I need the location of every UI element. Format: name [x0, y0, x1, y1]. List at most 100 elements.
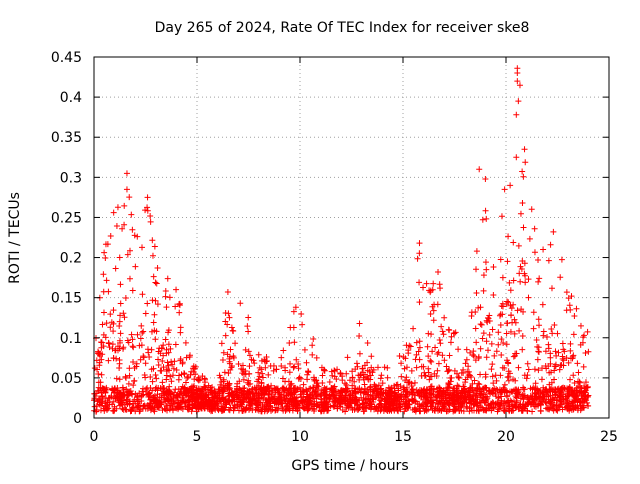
data-point-2872 — [271, 393, 278, 400]
data-point-3052 — [120, 345, 127, 352]
data-point-896 — [520, 224, 527, 231]
data-point-1696 — [98, 371, 105, 378]
data-point-2613 — [114, 347, 121, 354]
data-point-1969 — [430, 307, 437, 314]
data-point-3137 — [401, 408, 408, 415]
data-point-2804 — [552, 386, 559, 393]
data-point-1795 — [221, 369, 228, 376]
data-point-828 — [428, 358, 435, 365]
data-point-3185 — [152, 336, 159, 343]
data-point-2680 — [105, 357, 112, 364]
y-tick-label-6: 0.3 — [60, 170, 82, 186]
data-point-699 — [479, 216, 486, 223]
data-point-2912 — [440, 387, 447, 394]
data-point-3117 — [253, 384, 260, 391]
data-point-2453 — [170, 398, 177, 405]
data-point-772 — [150, 365, 157, 372]
data-point-2079 — [464, 374, 471, 381]
data-point-1972 — [165, 386, 172, 393]
data-point-95 — [577, 322, 584, 329]
data-point-3220 — [550, 228, 557, 235]
data-point-2886 — [550, 401, 557, 408]
data-point-3007 — [226, 380, 233, 387]
data-point-2573 — [560, 346, 567, 353]
data-point-3162 — [542, 362, 549, 369]
data-point-1500 — [526, 235, 533, 242]
data-point-3091 — [239, 407, 246, 414]
data-point-2959 — [91, 403, 98, 410]
data-point-3219 — [540, 246, 547, 253]
data-point-2990 — [519, 346, 526, 353]
data-point-2208 — [295, 375, 302, 382]
data-point-1601 — [525, 276, 532, 283]
data-point-831 — [130, 344, 137, 351]
data-point-2836 — [212, 393, 219, 400]
data-point-357 — [153, 280, 160, 287]
data-point-1522 — [504, 357, 511, 364]
data-point-2653 — [157, 401, 164, 408]
data-point-2105 — [140, 328, 147, 335]
data-point-3214 — [515, 98, 522, 105]
data-point-2991 — [119, 405, 126, 412]
data-point-2782 — [207, 388, 214, 395]
data-point-970 — [216, 372, 223, 379]
data-point-1005 — [416, 356, 423, 363]
axis-ticks: 0 5 10 15 20 25 0 0.05 0.1 0.15 0.2 0.25 0.3 0.35 0.4 0… — [51, 50, 618, 445]
data-point-2440 — [108, 319, 115, 326]
data-point-2887 — [510, 387, 517, 394]
data-point-1948 — [543, 405, 550, 412]
data-point-105 — [134, 233, 141, 240]
data-point-2854 — [402, 355, 409, 362]
data-point-2304 — [543, 400, 550, 407]
data-point-2084 — [425, 353, 432, 360]
data-point-2798 — [278, 354, 285, 361]
data-point-2688 — [118, 401, 125, 408]
data-point-1460 — [525, 294, 532, 301]
data-point-3190 — [154, 398, 161, 405]
data-point-2679 — [297, 388, 304, 395]
data-point-2969 — [201, 383, 208, 390]
data-point-1688 — [504, 374, 511, 381]
data-point-905 — [222, 332, 229, 339]
data-point-1890 — [229, 327, 236, 334]
data-point-2634 — [276, 399, 283, 406]
data-point-2783 — [158, 367, 165, 374]
data-point-1988 — [130, 382, 137, 389]
data-point-3161 — [110, 328, 117, 335]
data-point-733 — [153, 375, 160, 382]
data-point-2904 — [551, 363, 558, 370]
data-point-3183 — [416, 407, 423, 414]
data-point-1991 — [368, 353, 375, 360]
data-point-2717 — [479, 395, 486, 402]
data-point-1803 — [364, 367, 371, 374]
data-point-2767 — [246, 370, 253, 377]
data-point-2185 — [114, 385, 121, 392]
plot-border — [93, 56, 610, 419]
data-point-1643 — [239, 362, 246, 369]
data-point-2809 — [478, 321, 485, 328]
data-point-2975 — [468, 384, 475, 391]
data-point-2349 — [349, 368, 356, 375]
data-point-2793 — [183, 392, 190, 399]
data-point-2267 — [411, 379, 418, 386]
data-point-2870 — [263, 396, 270, 403]
data-point-1730 — [381, 364, 388, 371]
data-point-1944 — [431, 408, 438, 415]
data-point-2623 — [102, 389, 109, 396]
data-point-1889 — [556, 366, 563, 373]
data-point-2137 — [491, 352, 498, 359]
data-point-742 — [142, 310, 149, 317]
data-point-2536 — [133, 394, 140, 401]
data-point-355 — [415, 348, 422, 355]
data-point-2277 — [427, 373, 434, 380]
data-point-3167 — [466, 392, 473, 399]
data-point-2781 — [436, 337, 443, 344]
data-point-3124 — [572, 404, 579, 411]
data-point-3155 — [581, 389, 588, 396]
data-point-3127 — [531, 249, 538, 256]
data-point-1956 — [309, 342, 316, 349]
data-point-2846 — [235, 396, 242, 403]
data-point-823 — [163, 304, 170, 311]
